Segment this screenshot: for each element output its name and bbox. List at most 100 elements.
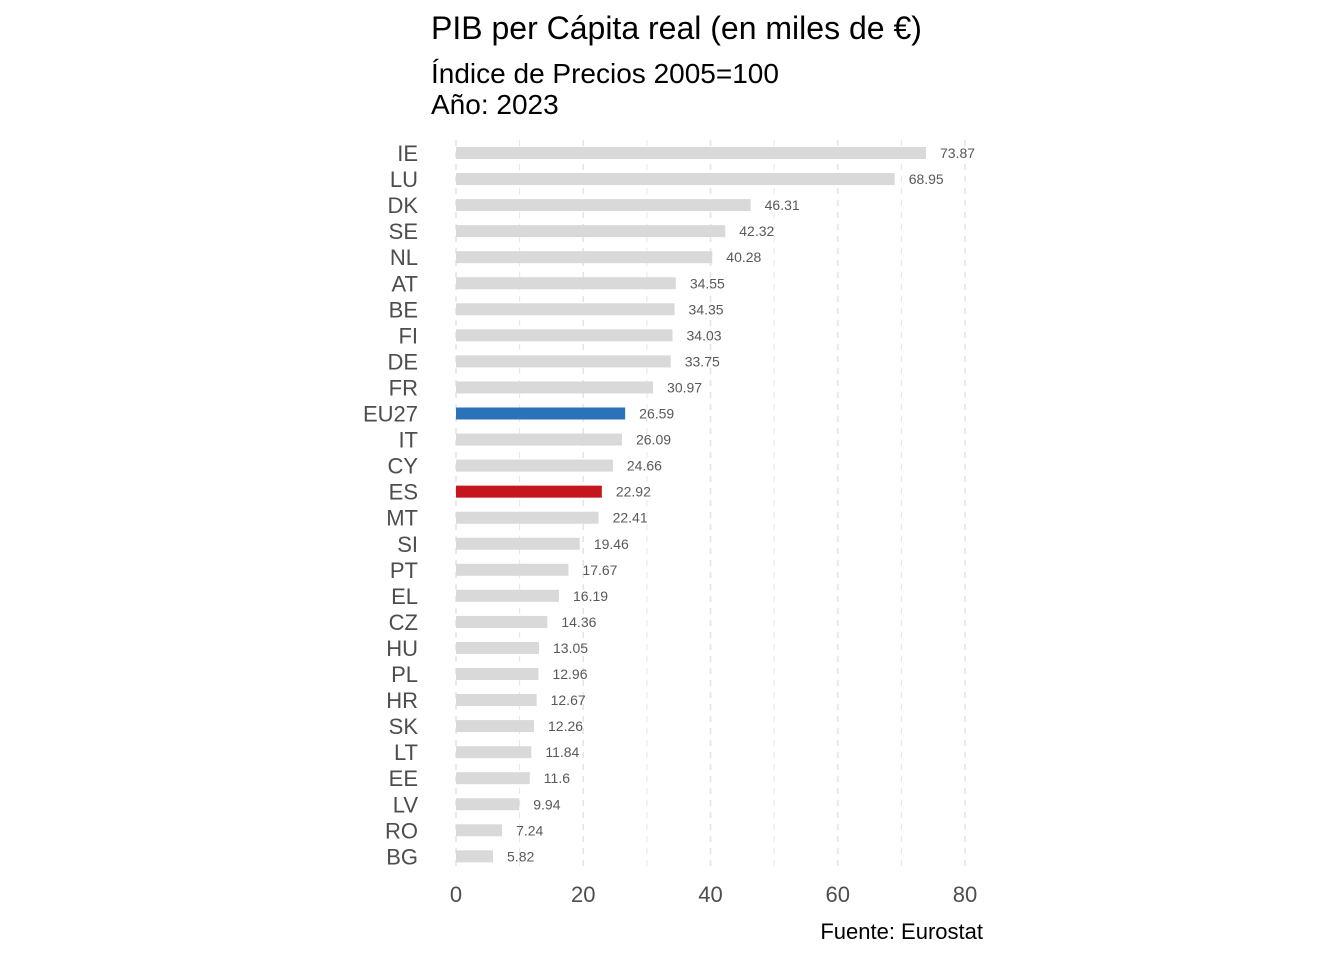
category-label-de: DE xyxy=(387,349,418,374)
category-label-ie: IE xyxy=(397,141,418,166)
value-label-ee: 11.6 xyxy=(544,770,570,786)
bar-el xyxy=(456,589,560,602)
x-tick-label: 20 xyxy=(571,882,595,907)
value-label-lt: 11.84 xyxy=(545,744,579,760)
bar-de xyxy=(456,355,671,368)
grid-lines xyxy=(455,140,966,870)
value-label-se: 42.32 xyxy=(739,223,774,239)
category-label-dk: DK xyxy=(387,193,418,218)
value-label-cy: 24.66 xyxy=(627,458,662,474)
category-label-eu27: EU27 xyxy=(363,402,418,427)
value-label-lu: 68.95 xyxy=(909,171,944,187)
bar-eu27 xyxy=(456,407,626,420)
value-label-mt: 22.41 xyxy=(613,510,648,526)
bar-dk xyxy=(456,199,751,212)
bar-si xyxy=(456,537,580,550)
category-label-cz: CZ xyxy=(389,610,418,635)
category-label-hr: HR xyxy=(386,688,418,713)
bar-se xyxy=(456,225,726,238)
bar-lu xyxy=(456,173,895,186)
category-label-ro: RO xyxy=(385,818,418,843)
bar-ie xyxy=(456,147,926,159)
category-label-cy: CY xyxy=(387,454,418,479)
bar-cz xyxy=(456,615,548,628)
value-label-si: 19.46 xyxy=(594,536,629,552)
bar-be xyxy=(456,303,675,316)
x-tick-label: 0 xyxy=(450,882,462,907)
chart-title: PIB per Cápita real (en miles de €) xyxy=(431,10,922,46)
category-label-at: AT xyxy=(392,271,418,296)
value-label-fr: 30.97 xyxy=(667,379,702,395)
x-tick-label: 60 xyxy=(826,882,850,907)
category-label-bg: BG xyxy=(386,844,418,869)
category-label-fr: FR xyxy=(389,375,418,400)
value-label-pt: 17.67 xyxy=(582,562,617,578)
chart-subtitle: Índice de Precios 2005=100 Año: 2023 xyxy=(431,58,779,120)
value-label-es: 22.92 xyxy=(616,484,651,500)
bar-lt xyxy=(456,746,532,759)
bar-ro xyxy=(456,824,503,837)
category-label-ee: EE xyxy=(389,766,418,791)
value-label-hr: 12.67 xyxy=(551,692,586,708)
value-label-fi: 34.03 xyxy=(687,327,722,343)
value-label-eu27: 26.59 xyxy=(639,406,674,422)
category-labels: IELUDKSENLATBEFIDEFREU27ITCYESMTSIPTELCZ… xyxy=(363,141,418,869)
bar-ee xyxy=(456,772,530,785)
category-label-lu: LU xyxy=(390,167,418,192)
category-label-lv: LV xyxy=(393,792,419,817)
value-label-ro: 7.24 xyxy=(516,822,543,838)
value-label-it: 26.09 xyxy=(636,432,671,448)
bar-fr xyxy=(456,381,654,394)
x-tick-label: 80 xyxy=(953,882,977,907)
bar-at xyxy=(456,277,676,290)
subtitle-line-index: Índice de Precios 2005=100 xyxy=(431,58,779,89)
value-label-dk: 46.31 xyxy=(765,197,800,213)
category-label-fi: FI xyxy=(398,323,418,348)
bar-hu xyxy=(456,641,540,654)
value-label-hu: 13.05 xyxy=(553,640,588,656)
category-label-be: BE xyxy=(389,297,418,322)
bar-it xyxy=(456,433,622,446)
value-label-sk: 12.26 xyxy=(548,718,583,734)
category-label-pt: PT xyxy=(390,558,418,583)
value-label-lv: 9.94 xyxy=(533,796,560,812)
bar-pl xyxy=(456,668,539,680)
value-label-de: 33.75 xyxy=(685,353,720,369)
bar-hr xyxy=(456,694,537,707)
category-label-sk: SK xyxy=(389,714,419,739)
bar-fi xyxy=(456,329,673,342)
bar-lv xyxy=(456,798,520,811)
bar-sk xyxy=(456,720,535,733)
chart-caption: Fuente: Eurostat xyxy=(820,919,983,944)
category-label-el: EL xyxy=(391,584,418,609)
category-label-nl: NL xyxy=(390,245,418,270)
bar-mt xyxy=(456,511,599,524)
x-tick-label: 40 xyxy=(698,882,722,907)
value-label-pl: 12.96 xyxy=(552,666,587,682)
value-label-nl: 40.28 xyxy=(726,249,761,265)
bar-nl xyxy=(456,251,713,264)
bar-pt xyxy=(456,563,569,576)
bar-cy xyxy=(456,459,613,472)
category-label-it: IT xyxy=(398,428,418,453)
value-label-at: 34.55 xyxy=(690,275,725,291)
bars xyxy=(456,147,926,863)
category-label-pl: PL xyxy=(391,662,418,687)
category-label-es: ES xyxy=(389,480,418,505)
category-label-si: SI xyxy=(397,532,418,557)
bar-bg xyxy=(456,850,494,863)
bar-es xyxy=(456,485,602,498)
value-label-el: 16.19 xyxy=(573,588,608,604)
value-label-bg: 5.82 xyxy=(507,848,534,864)
value-label-cz: 14.36 xyxy=(561,614,596,630)
subtitle-line-year: Año: 2023 xyxy=(431,89,559,120)
category-label-se: SE xyxy=(389,219,418,244)
value-label-be: 34.35 xyxy=(689,301,724,317)
category-label-mt: MT xyxy=(386,506,418,531)
x-axis-tick-labels: 0 20 40 60 80 xyxy=(450,882,977,907)
category-label-lt: LT xyxy=(394,740,418,765)
category-label-hu: HU xyxy=(386,636,418,661)
value-label-ie: 73.87 xyxy=(940,145,975,161)
